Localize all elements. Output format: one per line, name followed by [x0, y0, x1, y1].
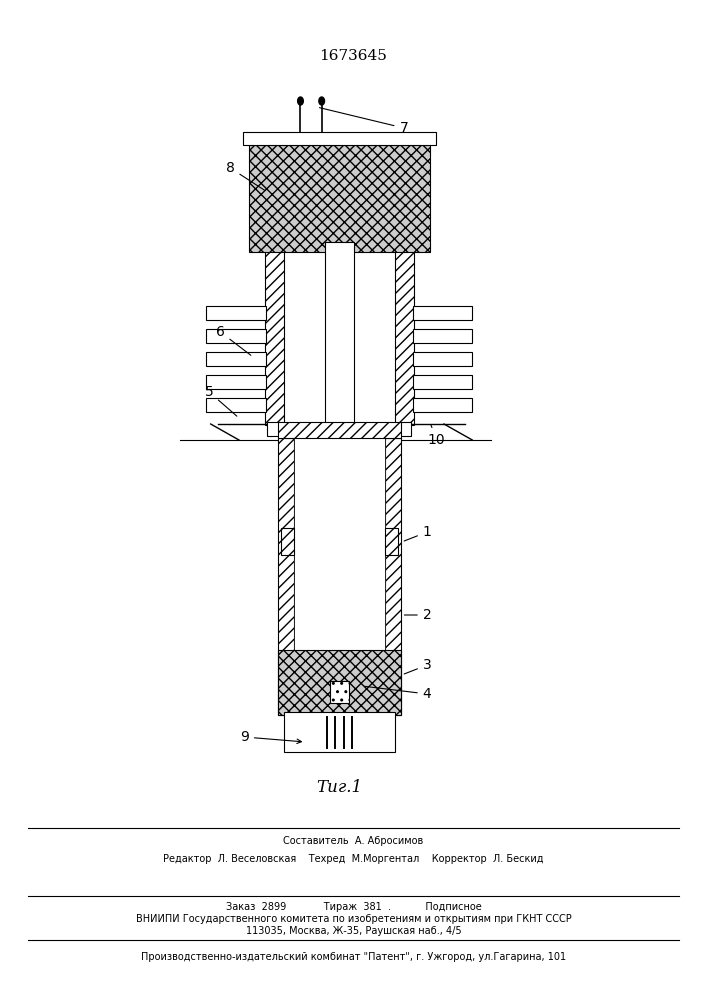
Bar: [325, 242, 354, 425]
Bar: [249, 145, 430, 252]
Bar: [413, 398, 472, 412]
Text: 2: 2: [404, 608, 431, 622]
Text: ВНИИПИ Государственного комитета по изобретениям и открытиям при ГКНТ СССР: ВНИИПИ Государственного комитета по изоб…: [136, 914, 571, 924]
Bar: [206, 398, 266, 412]
Bar: [395, 250, 414, 425]
Bar: [278, 438, 294, 715]
Text: 10: 10: [428, 425, 445, 447]
Text: 4: 4: [365, 686, 431, 701]
Text: Производственно-издательский комбинат "Патент", г. Ужгород, ул.Гагарина, 101: Производственно-издательский комбинат "П…: [141, 952, 566, 962]
Text: Составитель  А. Абросимов: Составитель А. Абросимов: [284, 836, 423, 846]
Text: Τиг.1: Τиг.1: [316, 778, 363, 796]
Text: 5: 5: [205, 385, 237, 416]
Bar: [413, 329, 472, 343]
Bar: [385, 528, 398, 555]
Bar: [278, 422, 401, 438]
Bar: [206, 352, 266, 366]
Bar: [265, 250, 284, 425]
Bar: [284, 712, 395, 752]
Text: Редактор  Л. Веселовская    Техред  М.Моргентал    Корректор  Л. Бескид: Редактор Л. Веселовская Техред М.Моргент…: [163, 854, 544, 864]
Text: 6: 6: [216, 325, 251, 355]
Bar: [413, 306, 472, 320]
Bar: [413, 352, 472, 366]
Bar: [267, 422, 279, 436]
Bar: [281, 528, 294, 555]
Text: 7: 7: [320, 108, 408, 135]
Text: 9: 9: [240, 730, 301, 744]
Circle shape: [319, 97, 325, 105]
Text: 1673645: 1673645: [320, 49, 387, 63]
Bar: [385, 438, 401, 715]
Bar: [294, 438, 385, 650]
Bar: [206, 375, 266, 389]
Text: 1: 1: [404, 525, 432, 541]
Bar: [330, 681, 349, 703]
Text: 8: 8: [226, 161, 265, 190]
Text: 113035, Москва, Ж-35, Раушская наб., 4/5: 113035, Москва, Ж-35, Раушская наб., 4/5: [246, 926, 461, 936]
Bar: [278, 650, 401, 715]
Bar: [243, 132, 436, 145]
Bar: [413, 375, 472, 389]
Bar: [206, 306, 266, 320]
Text: 3: 3: [404, 658, 431, 674]
Bar: [400, 422, 411, 436]
Bar: [206, 329, 266, 343]
Text: Заказ  2899            Тираж  381  .           Подписное: Заказ 2899 Тираж 381 . Подписное: [226, 902, 481, 912]
Circle shape: [298, 97, 303, 105]
